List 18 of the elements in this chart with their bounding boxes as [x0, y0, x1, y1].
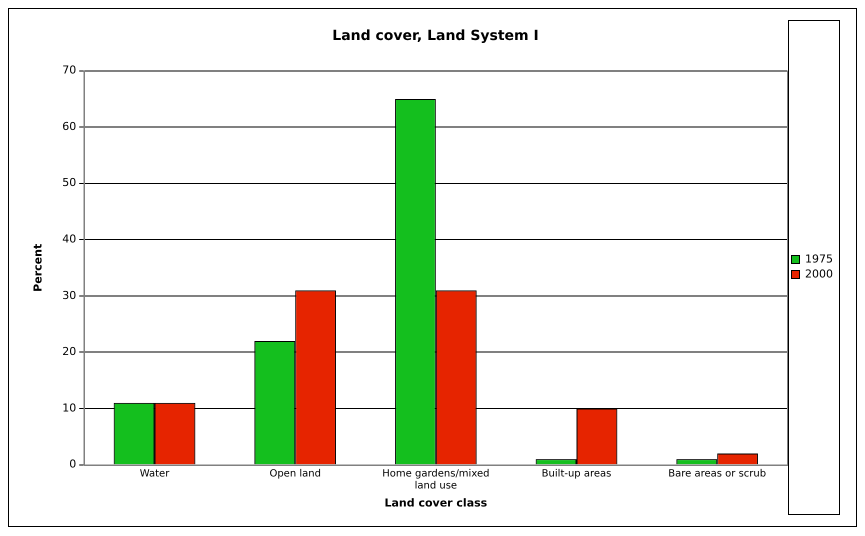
y-tick-label: 40: [62, 232, 76, 246]
x-tick-label: Open land: [269, 468, 321, 480]
x-tick-label: Water: [140, 468, 170, 480]
y-tick-label: 60: [62, 120, 76, 133]
y-tick-label: 70: [62, 64, 76, 77]
x-tick-label: Home gardens/mixed land use: [382, 468, 490, 492]
legend-label: 1975: [805, 252, 834, 266]
chart-title: Land cover, Land System I: [332, 28, 539, 44]
y-tick-label: 0: [69, 458, 76, 471]
y-axis-title: Percent: [31, 244, 44, 292]
y-tick-label: 50: [62, 176, 76, 190]
legend-label: 2000: [805, 267, 834, 280]
x-tick-label: Bare areas or scrub: [668, 468, 766, 480]
x-tick-label: Built-up areas: [542, 468, 612, 480]
y-tick-label: 10: [62, 401, 76, 414]
y-tick-label: 20: [62, 345, 76, 358]
x-axis-title: Land cover class: [384, 496, 488, 510]
y-tick-label: 30: [62, 288, 76, 302]
